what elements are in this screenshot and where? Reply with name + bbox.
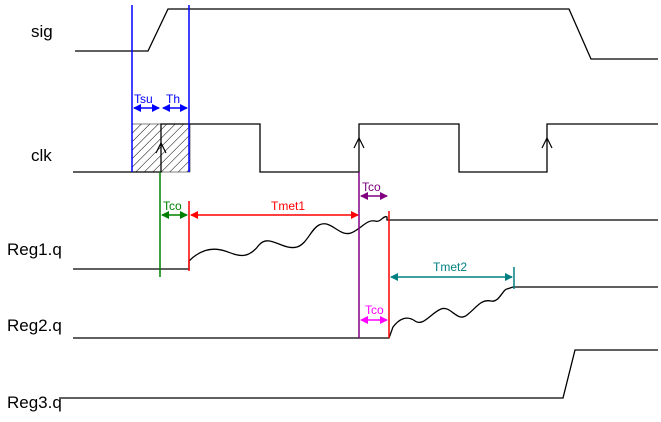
waveform-reg1-q bbox=[73, 216, 658, 270]
waveform-sig bbox=[75, 8, 658, 60]
label-reg1-q: Reg1.q bbox=[7, 240, 62, 259]
tco-reg2-clk-label: Tco bbox=[362, 180, 381, 194]
clk-edge-arrow-1 bbox=[155, 141, 167, 154]
tsu-label: Tsu bbox=[134, 92, 153, 106]
clk-edge-arrow-2 bbox=[353, 136, 365, 149]
clk-edge-arrow-3 bbox=[541, 136, 553, 149]
waveform-reg2-q bbox=[73, 286, 658, 339]
label-reg3-q: Reg3.q bbox=[7, 393, 62, 412]
tmet1-label: Tmet1 bbox=[271, 199, 305, 213]
waveform-clk bbox=[73, 123, 658, 173]
label-reg2-q: Reg2.q bbox=[7, 316, 62, 335]
th-label: Th bbox=[166, 92, 180, 106]
tco-reg2-label: Tco bbox=[365, 303, 384, 317]
waveform-reg3-q bbox=[59, 349, 658, 399]
tco-reg1-label: Tco bbox=[163, 199, 182, 213]
label-clk: clk bbox=[31, 146, 52, 165]
tmet2-label: Tmet2 bbox=[433, 260, 467, 274]
label-sig: sig bbox=[31, 22, 53, 41]
